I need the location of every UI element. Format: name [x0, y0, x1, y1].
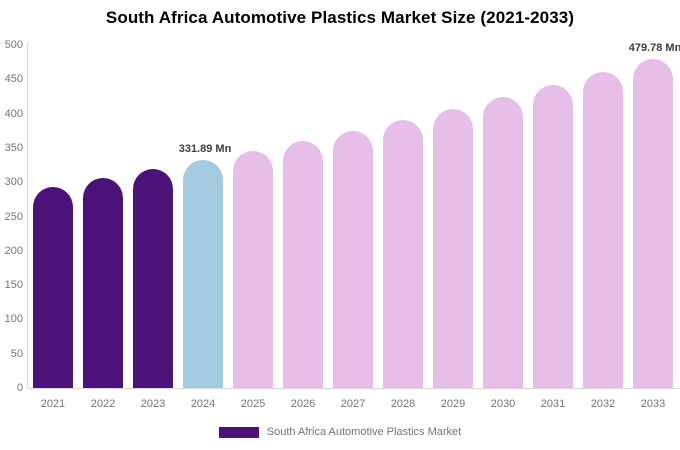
y-axis-tick-label: 350	[4, 141, 23, 154]
y-axis-tick-label: 500	[4, 39, 23, 51]
bar-2022	[83, 178, 123, 388]
y-axis-tick-label: 400	[4, 107, 23, 120]
y-axis-tick-label: 50	[10, 347, 23, 360]
x-axis-label-2032: 2032	[590, 398, 616, 410]
x-axis-line	[28, 388, 680, 389]
bar-2025	[233, 150, 273, 388]
x-axis-label-2023: 2023	[140, 398, 166, 410]
x-axis-label-2022: 2022	[90, 398, 116, 410]
y-axis-tick-label: 300	[4, 176, 23, 189]
bar-2033	[633, 58, 673, 388]
legend-swatch	[218, 426, 259, 438]
x-axis-label-2031: 2031	[540, 398, 566, 410]
x-axis-label-2026: 2026	[290, 398, 316, 410]
y-axis-tick-label: 250	[4, 210, 23, 223]
x-axis-label-2024: 2024	[190, 398, 216, 410]
x-axis-label-2028: 2028	[390, 398, 416, 410]
x-axis-label-2029: 2029	[440, 398, 466, 410]
x-axis-label-2025: 2025	[240, 398, 266, 410]
bar-2030	[483, 96, 523, 388]
y-axis-tick-label: 450	[4, 73, 23, 86]
y-axis-tick-label: 0	[16, 382, 23, 394]
legend: South Africa Automotive Plastics Market	[0, 426, 680, 438]
x-axis-label-2033: 2033	[640, 398, 666, 410]
bar-2024	[183, 160, 223, 388]
y-axis-line	[27, 43, 28, 388]
x-axis-label-2030: 2030	[490, 398, 516, 410]
legend-label: South Africa Automotive Plastics Market	[266, 426, 462, 438]
bar-2031	[533, 84, 573, 388]
y-axis-tick-label: 200	[4, 244, 23, 257]
bar-2028	[383, 119, 423, 388]
bar-2021	[33, 186, 73, 388]
data-label-2033: 479.78 Mn	[628, 41, 680, 54]
x-axis-label-2021: 2021	[40, 398, 66, 410]
bar-2026	[283, 140, 323, 388]
y-axis-tick-label: 150	[4, 279, 23, 292]
bar-2023	[133, 169, 173, 388]
bar-2029	[433, 108, 473, 388]
bar-2032	[583, 72, 623, 388]
data-label-2024: 331.89 Mn	[178, 143, 232, 156]
bar-2027	[333, 130, 373, 388]
y-axis-tick-label: 100	[4, 313, 23, 326]
chart-title: South Africa Automotive Plastics Market …	[105, 8, 575, 27]
x-axis-label-2027: 2027	[340, 398, 366, 410]
